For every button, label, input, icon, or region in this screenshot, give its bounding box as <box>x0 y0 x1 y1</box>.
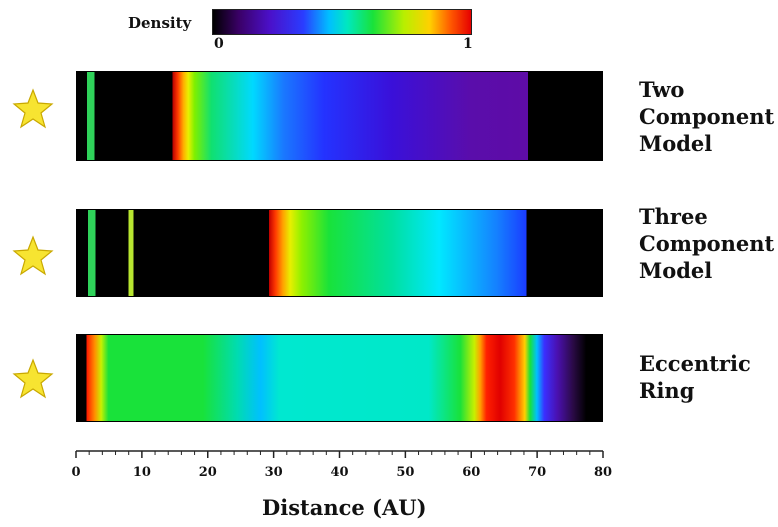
axis-title: Distance (AU) <box>262 495 427 520</box>
axis-tick-label: 0 <box>71 465 80 480</box>
model-label-line: Two <box>639 77 685 102</box>
colorbar-max-label: 1 <box>463 36 473 52</box>
axis-tick-label: 50 <box>396 465 414 480</box>
colorbar-min-label: 0 <box>214 36 224 52</box>
axis-tick-label: 40 <box>330 465 348 480</box>
model-label-line: Eccentric <box>639 351 751 376</box>
model-label-line: Model <box>639 131 713 156</box>
star-icon <box>12 88 54 129</box>
axis-tick-label: 30 <box>265 465 283 480</box>
model-label-two-component: Two Component Model <box>639 76 774 157</box>
colorbar-title: Density <box>128 14 192 32</box>
axis-tick-label: 60 <box>462 465 480 480</box>
model-label-eccentric-ring: Eccentric Ring <box>639 350 751 404</box>
axis-tick-label: 80 <box>594 465 612 480</box>
density-colorbar <box>212 9 472 35</box>
model-label-line: Component <box>639 231 775 256</box>
axis-tick-label: 20 <box>199 465 217 480</box>
model-label-three-component: Three Component Model <box>639 203 774 284</box>
model-label-line: Model <box>639 258 713 283</box>
eccentric-ring-density-strip <box>76 334 603 422</box>
model-label-line: Ring <box>639 378 695 403</box>
model-label-line: Component <box>639 104 775 129</box>
star-icon <box>12 235 54 276</box>
axis-tick-label: 10 <box>133 465 151 480</box>
two-component-density-strip <box>76 71 603 161</box>
model-label-line: Three <box>639 204 708 229</box>
axis-tick-label: 70 <box>528 465 546 480</box>
star-icon <box>12 358 54 399</box>
three-component-density-strip <box>76 209 603 297</box>
